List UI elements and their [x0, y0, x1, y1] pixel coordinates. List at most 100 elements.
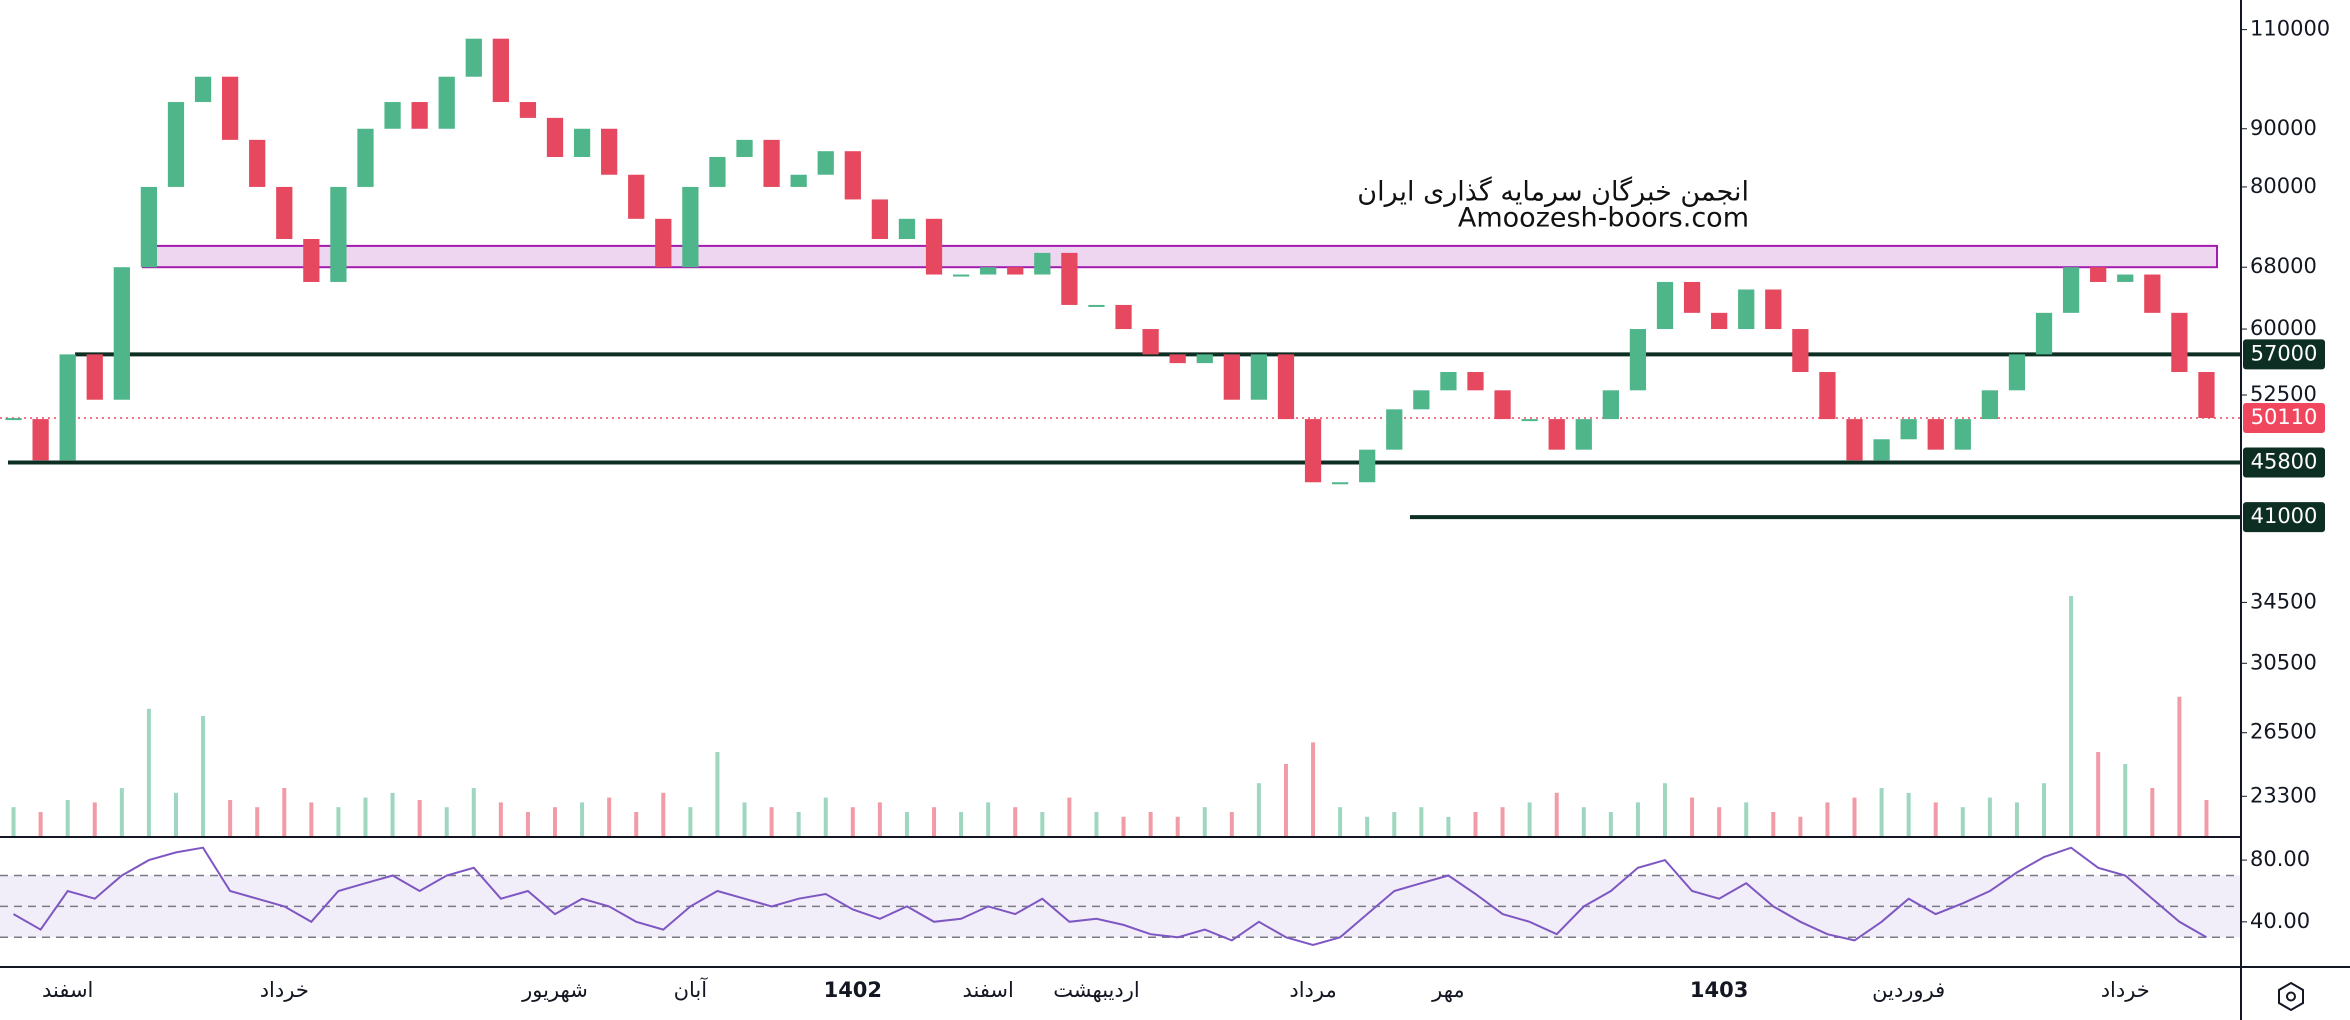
candle — [59, 354, 76, 461]
volume-bar — [336, 807, 341, 836]
volume-bar — [1311, 742, 1316, 836]
x-tick-label: اردیبهشت — [1053, 978, 1140, 1002]
candle — [1359, 449, 1376, 483]
y-tick-label: 68000 — [2250, 254, 2317, 278]
candle — [1007, 267, 1024, 275]
x-tick-label: مهر — [1431, 978, 1465, 1002]
candle — [1061, 252, 1078, 305]
x-tick-label: 1403 — [1690, 978, 1748, 1002]
candle — [2144, 274, 2161, 313]
volume-bar — [1500, 807, 1505, 836]
volume-bar — [1906, 792, 1911, 836]
candle — [898, 218, 916, 239]
candle — [1034, 252, 1051, 275]
candle — [1738, 289, 1755, 330]
volume-bar — [444, 807, 449, 836]
candle — [1575, 419, 1592, 450]
candle — [1629, 329, 1647, 391]
y-tick-label: 52500 — [2250, 382, 2317, 406]
volume-bar — [1365, 816, 1370, 836]
candle — [709, 156, 726, 187]
candle — [1088, 304, 1105, 307]
volume-bar — [2042, 783, 2047, 836]
volume-bar — [228, 800, 233, 836]
candle — [2117, 274, 2134, 282]
candle — [736, 139, 753, 157]
last-price-bg — [2243, 403, 2325, 434]
watermark: انجمن خبرگان سرمایه گذاری ایران — [1357, 176, 1749, 208]
volume-bar — [282, 788, 287, 836]
rsi-tick-label: 40.00 — [2250, 909, 2310, 933]
volume-bar — [1067, 797, 1072, 836]
candle — [2090, 267, 2107, 282]
x-tick-label: 1402 — [824, 978, 882, 1002]
candle — [1467, 372, 1484, 391]
x-tick-label: خرداد — [260, 978, 309, 1002]
candle — [1954, 419, 1971, 450]
candle — [1115, 304, 1132, 330]
candle — [1521, 419, 1538, 422]
candle — [1304, 419, 1322, 483]
candle — [1656, 281, 1674, 330]
volume-bar — [1283, 764, 1288, 836]
candle — [546, 117, 564, 157]
x-tick-label: مرداد — [1289, 978, 1336, 1002]
candle — [655, 218, 672, 268]
volume-bar — [553, 807, 557, 836]
volume-bar — [1175, 816, 1180, 836]
candle — [1900, 419, 1917, 440]
candle — [2035, 312, 2053, 355]
volume-bar — [11, 807, 16, 836]
candle — [1548, 419, 1565, 450]
y-tick-label: 90000 — [2250, 116, 2317, 140]
candle — [1981, 390, 1998, 420]
volume-bar — [1717, 807, 1722, 836]
candle — [140, 186, 158, 268]
y-tick-label: 60000 — [2250, 316, 2317, 340]
volume-bar — [1527, 802, 1532, 836]
volume-bar — [1202, 807, 1207, 836]
candle — [844, 151, 861, 200]
x-tick-label: آبان — [674, 977, 709, 1002]
candle — [330, 186, 347, 282]
x-tick-label: اسفند — [42, 978, 93, 1002]
x-tick-label: خرداد — [2101, 978, 2150, 1002]
candle — [2198, 372, 2215, 419]
candle — [1711, 312, 1728, 330]
candle — [249, 139, 266, 187]
y-tick-label: 23300 — [2250, 783, 2317, 807]
volume-bar — [688, 807, 693, 836]
settings-icon-center[interactable] — [2286, 991, 2296, 1002]
volume-bar — [1879, 788, 1884, 836]
candle — [1792, 329, 1809, 373]
volume-bar — [309, 802, 314, 836]
volume-bar — [661, 792, 666, 836]
y-tick-label: 30500 — [2250, 650, 2317, 674]
x-tick-label: اسفند — [962, 978, 1013, 1002]
candle — [1683, 281, 1701, 313]
volume-bar — [2014, 802, 2019, 836]
candle — [573, 128, 591, 157]
volume-bar — [1338, 807, 1343, 836]
settings-icon[interactable] — [2278, 981, 2304, 1012]
candle — [790, 174, 807, 187]
candle — [1765, 289, 1782, 330]
candle — [86, 354, 103, 400]
candle — [1277, 354, 1295, 420]
volume-bar — [1690, 797, 1695, 836]
volume-bar — [1554, 792, 1559, 836]
candle — [628, 174, 645, 219]
volume-bar — [580, 802, 585, 836]
volume-bar — [634, 812, 639, 836]
candle — [167, 102, 185, 187]
rsi-tick-label: 80.00 — [2250, 847, 2310, 871]
candle — [952, 274, 970, 277]
candle — [682, 186, 699, 268]
volume-bar — [742, 802, 747, 836]
candle — [1602, 390, 1619, 420]
volume-bar — [1744, 802, 1749, 836]
y-tick-label: 110000 — [2250, 17, 2330, 41]
volume-bar — [1771, 812, 1776, 836]
